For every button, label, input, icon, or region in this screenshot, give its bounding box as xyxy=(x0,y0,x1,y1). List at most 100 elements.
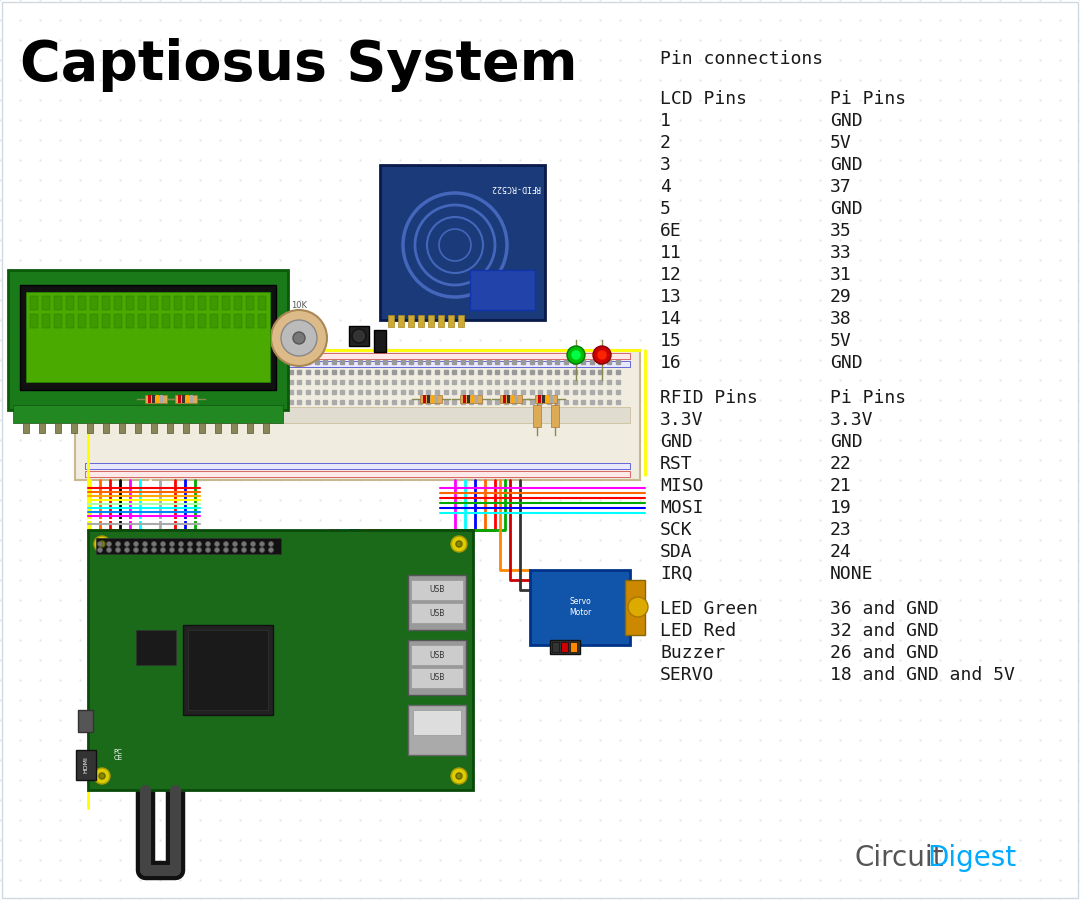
Bar xyxy=(76,750,96,780)
Bar xyxy=(534,405,541,427)
Bar xyxy=(507,395,510,403)
Circle shape xyxy=(143,547,148,553)
Bar xyxy=(388,315,394,327)
Text: LED Green: LED Green xyxy=(660,600,758,618)
Bar xyxy=(96,538,281,554)
Circle shape xyxy=(352,329,366,343)
Bar xyxy=(551,405,559,427)
Bar xyxy=(174,314,183,328)
Text: 10K: 10K xyxy=(291,301,307,310)
Bar xyxy=(39,423,45,433)
Bar xyxy=(438,315,444,327)
Circle shape xyxy=(134,547,138,553)
Bar xyxy=(247,423,253,433)
Text: 15: 15 xyxy=(660,331,681,349)
Circle shape xyxy=(451,536,467,552)
Text: Digest: Digest xyxy=(927,844,1016,872)
Text: GND: GND xyxy=(660,433,692,451)
Text: USB: USB xyxy=(430,608,445,617)
Bar xyxy=(30,296,38,310)
Bar xyxy=(156,395,159,403)
Text: HDMI: HDMI xyxy=(83,757,89,773)
Bar xyxy=(174,296,183,310)
Bar xyxy=(408,640,465,695)
Bar xyxy=(399,315,404,327)
Text: 36 and GND: 36 and GND xyxy=(831,600,939,618)
Bar xyxy=(503,395,505,403)
Bar xyxy=(408,315,414,327)
Text: 5: 5 xyxy=(660,200,671,218)
Circle shape xyxy=(99,541,105,547)
Circle shape xyxy=(178,547,184,553)
Bar xyxy=(349,326,369,346)
Circle shape xyxy=(205,542,211,546)
Bar xyxy=(199,423,205,433)
Circle shape xyxy=(242,542,246,546)
Bar xyxy=(460,395,482,403)
Bar xyxy=(186,314,194,328)
Text: 14: 14 xyxy=(660,310,681,328)
Circle shape xyxy=(251,542,256,546)
Bar xyxy=(138,314,146,328)
Text: 35: 35 xyxy=(831,221,852,239)
Circle shape xyxy=(143,542,148,546)
Bar xyxy=(546,395,549,403)
Text: 4: 4 xyxy=(660,177,671,195)
Circle shape xyxy=(116,547,121,553)
Circle shape xyxy=(232,542,238,546)
Bar xyxy=(500,395,522,403)
Text: 1: 1 xyxy=(660,112,671,130)
Bar xyxy=(570,642,577,652)
Circle shape xyxy=(97,547,103,553)
Text: Servo
Motor: Servo Motor xyxy=(569,598,591,616)
Text: Buzzer: Buzzer xyxy=(660,644,726,662)
Text: Circuit: Circuit xyxy=(855,844,945,872)
Circle shape xyxy=(271,310,327,366)
Text: GND: GND xyxy=(831,112,863,130)
Bar xyxy=(258,314,266,328)
Circle shape xyxy=(94,536,110,552)
Circle shape xyxy=(224,542,229,546)
Bar xyxy=(471,395,473,403)
Bar xyxy=(85,463,630,469)
Bar xyxy=(138,296,146,310)
Circle shape xyxy=(627,597,648,617)
Bar xyxy=(511,395,513,403)
Bar xyxy=(21,285,276,390)
Circle shape xyxy=(107,547,111,553)
Bar xyxy=(26,292,270,382)
Bar xyxy=(8,270,288,410)
Text: SCK: SCK xyxy=(660,521,692,539)
Bar xyxy=(515,395,517,403)
Circle shape xyxy=(197,542,202,546)
Text: LCD Pins: LCD Pins xyxy=(660,90,747,108)
Bar xyxy=(90,296,98,310)
Bar xyxy=(535,395,557,403)
Circle shape xyxy=(97,542,103,546)
Bar xyxy=(428,315,434,327)
Text: IRQ: IRQ xyxy=(660,565,692,583)
Bar xyxy=(30,314,38,328)
Bar xyxy=(66,296,75,310)
Bar xyxy=(126,296,134,310)
Text: 37: 37 xyxy=(831,177,852,195)
Text: 33: 33 xyxy=(831,244,852,262)
Bar xyxy=(538,395,540,403)
Bar xyxy=(222,314,230,328)
Text: USB: USB xyxy=(430,673,445,682)
Bar xyxy=(435,395,437,403)
Bar xyxy=(246,296,254,310)
Text: 32 and GND: 32 and GND xyxy=(831,622,939,640)
Bar xyxy=(162,314,170,328)
Text: SERVO: SERVO xyxy=(660,666,714,684)
Bar xyxy=(126,314,134,328)
Bar xyxy=(42,314,50,328)
Bar xyxy=(210,296,218,310)
Bar xyxy=(160,395,162,403)
Bar xyxy=(114,314,122,328)
Circle shape xyxy=(161,547,165,553)
Bar xyxy=(150,314,158,328)
Text: USB: USB xyxy=(430,586,445,595)
Bar xyxy=(418,315,424,327)
Text: MOSI: MOSI xyxy=(660,499,703,517)
